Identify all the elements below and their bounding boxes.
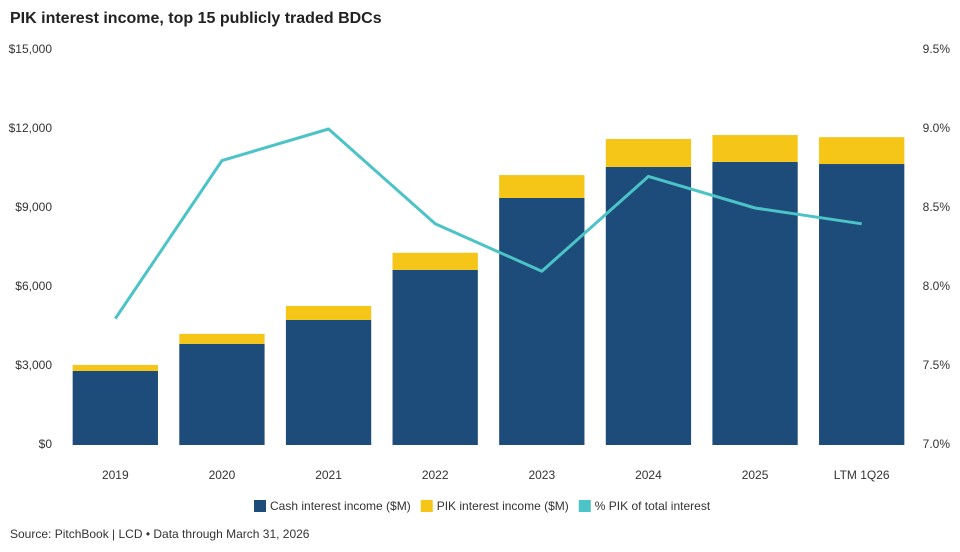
- bar-segment: [605, 166, 692, 446]
- y-tick-label: $12,000: [9, 121, 53, 135]
- x-tick-label: 2022: [422, 468, 449, 482]
- bar-segment: [499, 175, 585, 198]
- bar-segment: [285, 319, 372, 445]
- y-tick-label: $6,000: [15, 279, 52, 293]
- y2-tick-label: 8.0%: [923, 279, 951, 293]
- y-tick-label: $3,000: [15, 358, 52, 372]
- legend-label: Cash interest income ($M): [270, 499, 411, 513]
- bar-segment: [179, 343, 265, 445]
- bar-segment: [72, 371, 158, 445]
- x-tick-label: LTM 1Q26: [834, 468, 890, 482]
- y-tick-label: $9,000: [15, 200, 52, 214]
- source-note: Source: PitchBook | LCD • Data through M…: [10, 527, 310, 541]
- y2-tick-label: 7.0%: [923, 437, 951, 451]
- x-tick-label: 2019: [102, 468, 129, 482]
- y2-tick-label: 8.5%: [923, 200, 951, 214]
- y-tick-label: $0: [39, 437, 53, 451]
- legend-swatch: [578, 500, 591, 512]
- bar-segment: [712, 135, 798, 162]
- bar-segment: [712, 161, 798, 445]
- x-tick-label: 2020: [209, 468, 236, 482]
- x-tick-label: 2023: [528, 468, 555, 482]
- x-tick-label: 2021: [315, 468, 342, 482]
- bar-segment: [605, 139, 692, 167]
- y-tick-label: $15,000: [9, 42, 53, 56]
- bar-segment: [72, 364, 158, 372]
- y2-tick-label: 9.0%: [923, 121, 951, 135]
- legend-swatch: [420, 500, 433, 512]
- x-tick-label: 2024: [635, 468, 662, 482]
- bar-segment: [392, 269, 478, 445]
- legend-swatch: [254, 500, 266, 512]
- bar-segment: [819, 137, 905, 165]
- bar-segment: [179, 333, 265, 344]
- bar-segment: [819, 164, 905, 446]
- bar-segment: [285, 305, 372, 320]
- chart-title: PIK interest income, top 15 publicly tra…: [10, 10, 382, 27]
- bar-segment: [392, 252, 478, 270]
- x-tick-label: 2025: [742, 468, 769, 482]
- line: [114, 127, 862, 320]
- legend-label: PIK interest income ($M): [437, 499, 569, 513]
- y2-tick-label: 9.5%: [923, 42, 951, 56]
- y2-tick-label: 7.5%: [923, 358, 951, 372]
- legend-label: % PIK of total interest: [595, 499, 711, 513]
- bar-segment: [499, 197, 585, 445]
